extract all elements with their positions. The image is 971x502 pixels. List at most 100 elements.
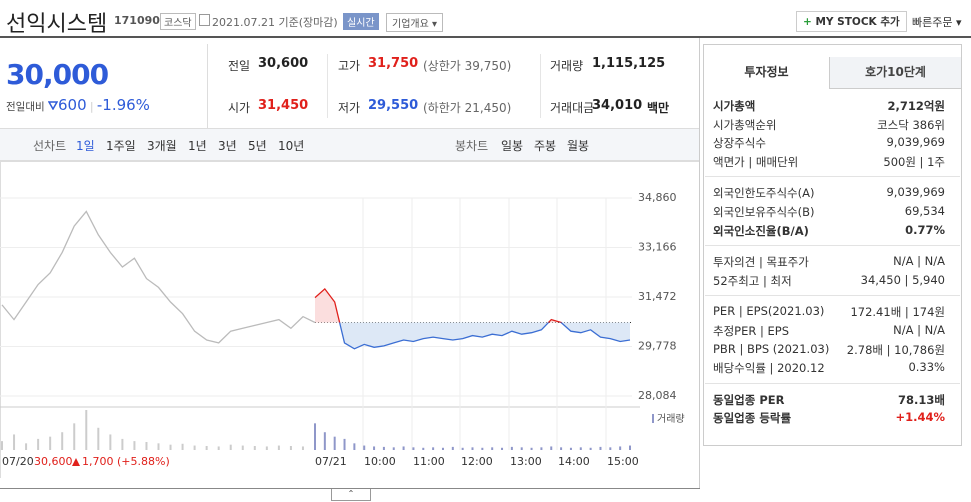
invest-tab[interactable]: 호가10단계 <box>829 57 961 89</box>
volume-bar <box>97 427 100 450</box>
plus-icon: + <box>803 16 812 28</box>
volume-bar <box>181 443 184 450</box>
volume-bar <box>599 446 602 450</box>
info-label: 동일업종 PER <box>713 392 785 407</box>
group-rule <box>705 295 960 297</box>
stat-value: 34,010 <box>592 98 643 113</box>
volume-bar <box>145 442 148 450</box>
stat-value: 31,450 <box>258 98 309 113</box>
info-value: 9,039,969 <box>886 135 945 150</box>
info-value: 0.77% <box>905 222 945 237</box>
volume-bar <box>353 443 356 450</box>
volume-bar <box>451 446 454 450</box>
info-label: 상장주식수 <box>713 136 766 151</box>
volume-bar <box>289 446 292 450</box>
invest-tab[interactable]: 투자정보 <box>704 57 829 88</box>
expand-button[interactable]: ⌃ <box>331 489 371 501</box>
volume-bar <box>471 447 474 450</box>
volume-bar <box>193 445 196 450</box>
chart-tabs <box>0 128 700 162</box>
up-icon <box>72 458 80 466</box>
period-tab[interactable]: 월봉 <box>567 139 590 153</box>
date: 2021.07.21 기준(장마감) <box>212 14 338 30</box>
x-tick-label: 15:00 <box>607 455 639 468</box>
info-label: 외국인소진율(B/A) <box>713 223 809 238</box>
volume-bar <box>265 446 268 450</box>
basis: 기준(장마감) <box>278 16 338 29</box>
volume-bar <box>501 447 504 450</box>
company-text: 기업개요 <box>392 19 429 30</box>
x-tick-label: 13:00 <box>510 455 542 468</box>
info-row: 시가총액 2,712억원 <box>713 98 945 117</box>
group-rule <box>705 245 960 247</box>
volume-bar <box>277 445 280 450</box>
today-line-down <box>338 322 631 350</box>
volume-bar <box>241 445 244 450</box>
change-label: 전일대비 <box>6 101 45 113</box>
info-label: 투자의견 | 목표주가 <box>713 255 809 270</box>
volume-bar <box>217 446 220 450</box>
divider <box>327 54 328 118</box>
calendar-icon <box>199 14 210 26</box>
header-rule <box>0 36 971 38</box>
info-row: 동일업종 PER 78.13배 <box>713 392 945 411</box>
tab-label: 선차트 <box>33 139 67 153</box>
info-value: 34,450 | 5,940 <box>860 272 945 287</box>
stat-label: 거래량 <box>550 59 584 73</box>
stat-extra: (상한가 39,750) <box>423 59 512 73</box>
info-label: 추정PER | EPS <box>713 324 790 338</box>
quick-order[interactable]: 빠른주문 ▾ <box>912 16 962 29</box>
info-value: 2,712억원 <box>887 99 945 113</box>
mystock-button[interactable]: + MY STOCK 추가 <box>796 11 907 32</box>
volume-bar <box>121 438 124 450</box>
info-value: 코스닥 386위 <box>877 117 945 132</box>
info-label: PER | EPS(2021.03) <box>713 304 825 319</box>
volume-bar <box>253 446 256 450</box>
stat-value: 29,550 <box>368 98 419 113</box>
period-tab[interactable]: 1일 <box>76 139 95 153</box>
period-tab[interactable]: 3년 <box>218 139 237 153</box>
volume-bar <box>205 446 208 450</box>
quick-text: 빠른주문 <box>912 16 953 29</box>
stat-label: 전일 <box>228 59 251 73</box>
info-row: 외국인소진율(B/A) 0.77% <box>713 223 945 242</box>
x-tick-label: 10:00 <box>364 455 396 468</box>
period-tab[interactable]: 주봉 <box>534 139 557 153</box>
company-dropdown[interactable]: 기업개요 ▾ <box>386 13 444 32</box>
market-badge: 코스닥 <box>160 13 196 30</box>
period-tab[interactable]: 일봉 <box>501 139 524 153</box>
date-text: 2021.07.21 <box>212 16 275 29</box>
info-value: N/A | N/A <box>893 254 945 269</box>
volume-bar <box>333 436 336 450</box>
volume-bar <box>540 447 543 450</box>
period-tab[interactable]: 5년 <box>248 139 267 153</box>
period-tab[interactable]: 1년 <box>188 139 207 153</box>
period-tab[interactable]: 3개월 <box>147 139 177 153</box>
volume-bar <box>579 447 582 450</box>
volume-bar <box>1 441 3 450</box>
down-icon <box>47 101 59 111</box>
realtime-badge[interactable]: 실시간 <box>343 13 379 30</box>
period-tab[interactable]: 10년 <box>278 139 305 153</box>
current-price: 30,000 <box>6 58 109 91</box>
volume-bar <box>589 447 592 450</box>
today-area <box>315 322 630 349</box>
period-tab[interactable]: 1주일 <box>106 139 136 153</box>
volume-bar <box>412 447 415 450</box>
volume-bar <box>85 410 88 450</box>
volume-bar <box>229 444 232 450</box>
change: 600 <box>57 96 87 114</box>
info-value: 0.33% <box>908 360 945 375</box>
info-row: 투자의견 | 목표주가 N/A | N/A <box>713 254 945 273</box>
volume-bar <box>37 438 40 450</box>
info-label: 동일업종 등락률 <box>713 411 792 426</box>
info-label: 외국인한도주식수(A) <box>713 186 815 201</box>
info-row: PER | EPS(2021.03) 172.41배 | 174원 <box>713 304 945 323</box>
volume-bar <box>25 443 28 450</box>
stock-code: 171090 <box>114 14 160 27</box>
info-row: 시가총액순위 코스닥 386위 <box>713 117 945 136</box>
volume-bar <box>13 434 16 450</box>
x-tick-label: 14:00 <box>558 455 590 468</box>
volume-bar <box>629 445 631 450</box>
y-tick-label: 29,778 <box>638 340 677 353</box>
